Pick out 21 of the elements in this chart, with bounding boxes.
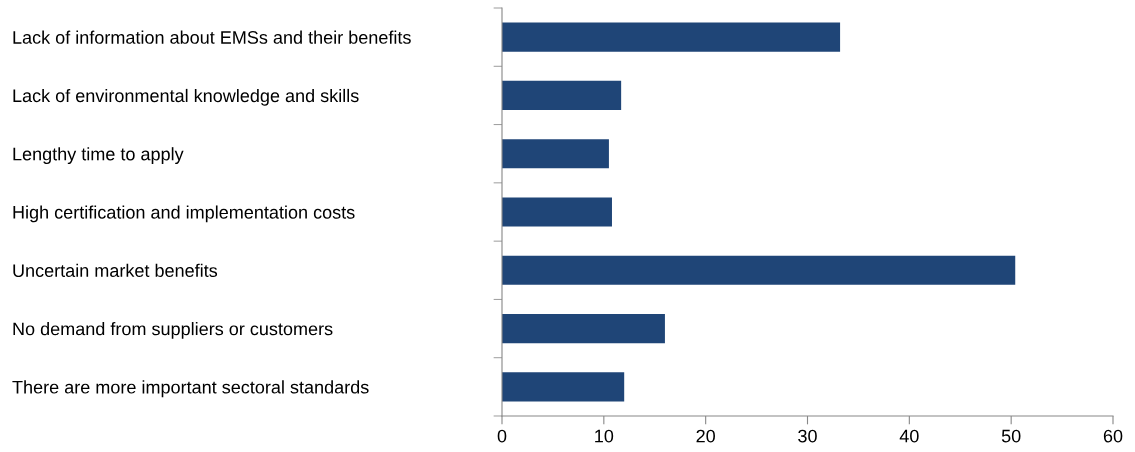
y-tick-label: Uncertain market benefits: [13, 263, 218, 278]
y-tick-label: Lack of environmental knowledge and skills: [13, 88, 359, 106]
y-tick-label: There are more important sectoral standards: [12, 380, 369, 398]
bar: [502, 80, 622, 110]
y-tick-label: No demand from suppliers or customers: [13, 322, 333, 339]
bar: [502, 255, 1016, 285]
bar: [502, 22, 841, 52]
y-tick-label: Lengthy time to apply: [13, 147, 184, 164]
bar: [502, 372, 625, 402]
x-tick-label: 20: [696, 429, 715, 443]
x-tick-label: 50: [1001, 429, 1021, 443]
y-tick-label: Lack of information about EMSs and their benefits: [13, 30, 411, 44]
x-tick-label: 0: [497, 429, 507, 443]
bar: [502, 314, 665, 344]
bar: [502, 139, 609, 169]
x-tick-label: 40: [899, 429, 919, 443]
y-tick-label: High certification and implementation costs: [13, 205, 355, 223]
x-tick-label: 60: [1103, 429, 1123, 443]
x-tick-label: 30: [798, 429, 817, 443]
x-tick-label: 10: [595, 429, 614, 443]
bar: [502, 197, 612, 227]
